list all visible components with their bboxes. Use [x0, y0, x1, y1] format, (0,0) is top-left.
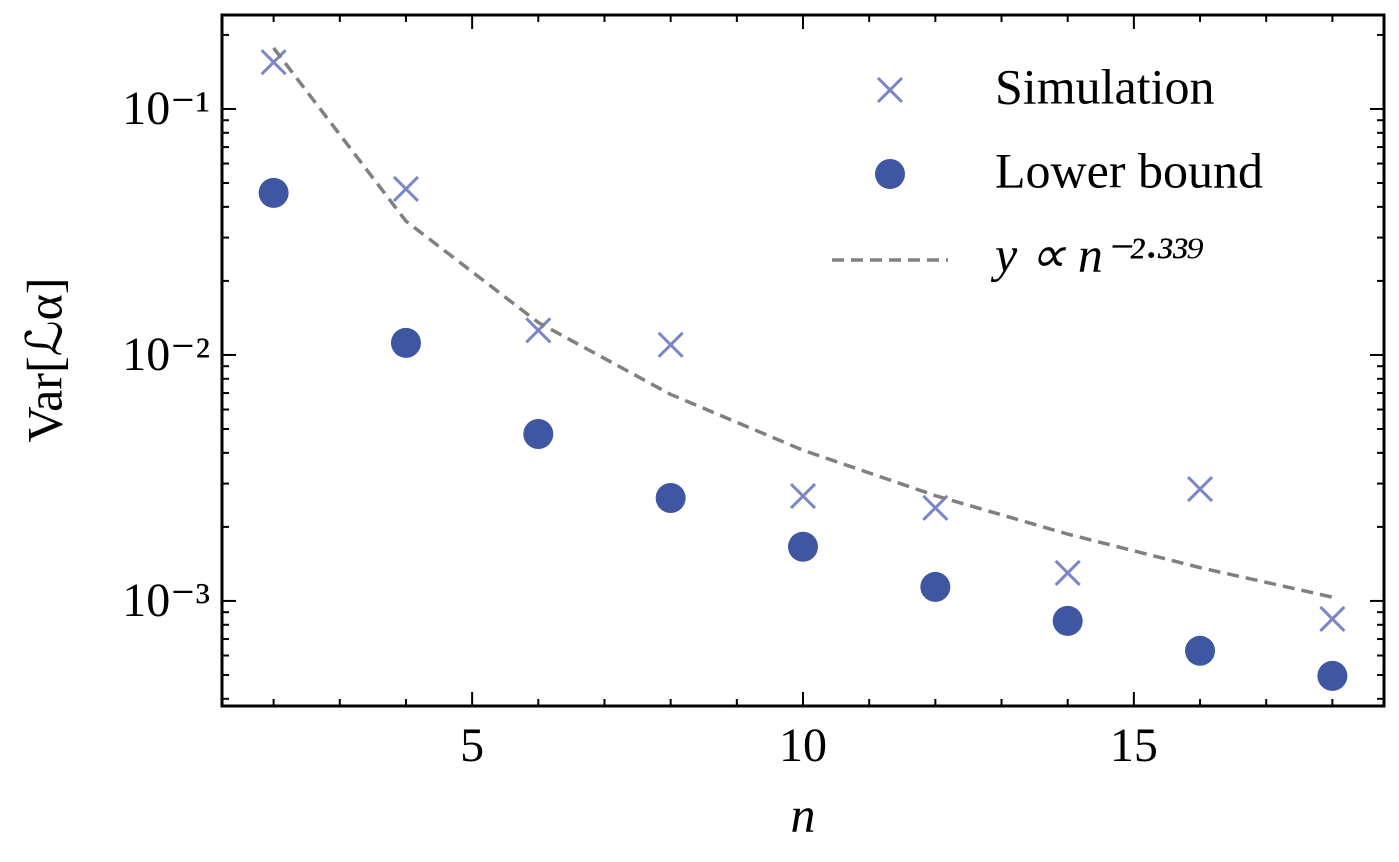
cross-marker — [1186, 475, 1214, 503]
dot-marker — [390, 327, 421, 358]
y-tick-label: 10⁻³ — [122, 574, 210, 627]
dot-marker — [523, 419, 554, 450]
cross-marker — [525, 317, 552, 344]
cross-marker — [392, 175, 420, 203]
legend-swatch — [875, 159, 905, 189]
cross-marker — [260, 49, 287, 76]
cross-marker — [1054, 559, 1081, 586]
cross-marker — [657, 331, 684, 358]
plot-frame — [220, 13, 1386, 708]
dot-marker — [655, 483, 686, 514]
y-tick-label: 10⁻¹ — [122, 82, 210, 135]
legend-swatch — [876, 76, 904, 104]
x-tick-label: 15 — [1110, 719, 1158, 772]
dot-marker — [1317, 660, 1348, 691]
legend-label: y ∝ n⁻²·³³⁹ — [990, 226, 1204, 282]
y-tick-label: 10⁻² — [122, 328, 210, 381]
x-tick-label: 10 — [779, 719, 827, 772]
y-axis-label: Var[ℒα] — [16, 278, 72, 443]
cross-marker — [922, 494, 949, 521]
fit-line — [272, 46, 1333, 599]
dot-marker — [1052, 605, 1083, 636]
dot-marker — [1185, 635, 1216, 666]
dot-marker — [258, 177, 289, 208]
cross-marker — [1319, 605, 1346, 632]
dot-marker — [920, 571, 951, 602]
cross-marker — [789, 482, 817, 510]
dot-marker — [788, 531, 818, 562]
x-tick-label: 5 — [460, 719, 484, 772]
x-axis-label: n — [791, 786, 816, 842]
legend-label: Lower bound — [995, 142, 1263, 198]
legend-label: Simulation — [995, 58, 1214, 114]
